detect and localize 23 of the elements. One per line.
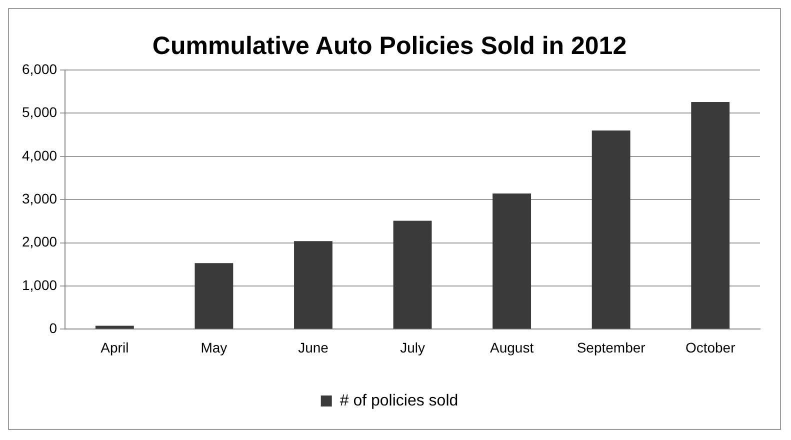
x-tick-label: August bbox=[490, 339, 534, 356]
bar bbox=[691, 102, 730, 329]
bar bbox=[393, 220, 432, 329]
y-tick-label: 5,000 bbox=[22, 104, 58, 120]
legend-label: # of policies sold bbox=[340, 392, 458, 410]
x-tick-label: September bbox=[576, 339, 646, 356]
chart-title: Cummulative Auto Policies Sold in 2012 bbox=[152, 32, 627, 60]
y-tick-label: 6,000 bbox=[22, 60, 58, 77]
x-tick-label: June bbox=[298, 339, 329, 356]
x-tick-label: October bbox=[685, 339, 736, 356]
bar bbox=[592, 130, 630, 329]
x-tick-label: July bbox=[400, 339, 425, 356]
y-tick-label: 3,000 bbox=[22, 190, 58, 206]
bar bbox=[492, 194, 532, 329]
y-tick-label: 4,000 bbox=[22, 147, 58, 164]
y-tick-label: 0 bbox=[49, 320, 58, 336]
y-tick-label: 1,000 bbox=[22, 276, 58, 293]
y-tick-label: 2,000 bbox=[22, 234, 58, 250]
bar bbox=[194, 263, 234, 329]
bar bbox=[95, 326, 134, 329]
x-tick-label: May bbox=[200, 339, 228, 356]
bar bbox=[294, 241, 332, 329]
x-tick-label: April bbox=[100, 339, 129, 356]
